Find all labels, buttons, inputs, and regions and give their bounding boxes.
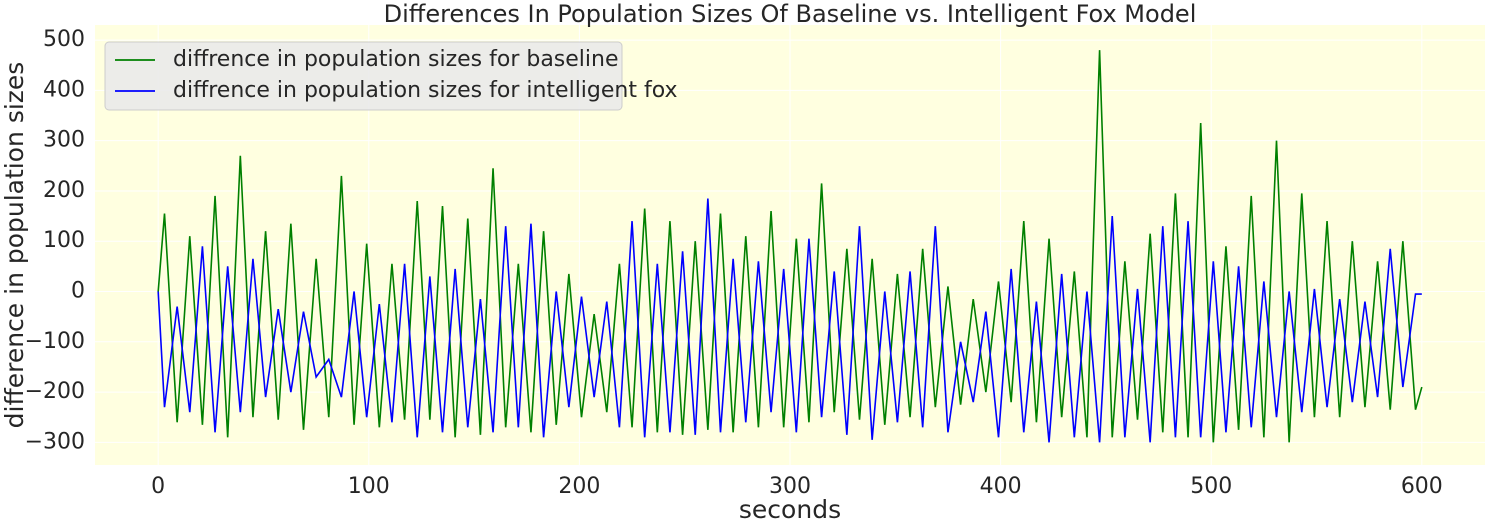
y-tick-label: 0	[71, 279, 85, 304]
data-line	[157, 50, 1423, 443]
x-tick-label: 400	[980, 474, 1022, 499]
legend-label: diffrence in population sizes for baseli…	[173, 47, 619, 72]
x-tick-label: 200	[558, 474, 600, 499]
y-tick-label: −200	[25, 379, 85, 404]
x-tick-label: 0	[151, 474, 165, 499]
legend-box	[104, 41, 623, 111]
y-tick-label: −300	[25, 429, 85, 454]
y-tick-label: 100	[43, 228, 85, 253]
y-tick-label: 400	[43, 77, 85, 102]
legend: diffrence in population sizes for baseli…	[104, 41, 678, 111]
y-tick-label: 200	[43, 178, 85, 203]
x-tick-label: 100	[348, 474, 390, 499]
chart-title: Differences In Population Sizes Of Basel…	[384, 0, 1197, 28]
y-tick-label: −100	[25, 329, 85, 354]
legend-label: diffrence in population sizes for intell…	[173, 78, 678, 103]
x-tick-label: 300	[769, 474, 811, 499]
y-tick-label: 500	[43, 27, 85, 52]
lines	[157, 50, 1423, 443]
y-axis-label: difference in population sizes	[0, 62, 29, 429]
data-line	[157, 198, 1422, 443]
x-axis-label: seconds	[739, 495, 841, 524]
y-tick-label: 300	[43, 128, 85, 153]
x-tick-label: 500	[1190, 474, 1232, 499]
x-tick-label: 600	[1401, 474, 1443, 499]
